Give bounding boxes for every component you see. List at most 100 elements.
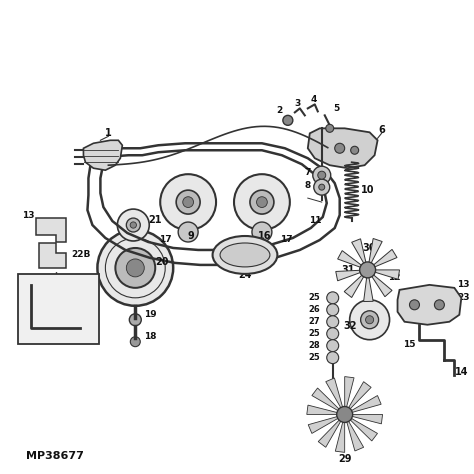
Text: 2: 2 bbox=[277, 106, 283, 115]
Text: 21: 21 bbox=[148, 215, 162, 225]
Circle shape bbox=[318, 171, 326, 179]
Circle shape bbox=[130, 337, 140, 346]
Text: 6: 6 bbox=[378, 125, 385, 135]
Text: 9: 9 bbox=[188, 231, 194, 241]
Polygon shape bbox=[368, 249, 397, 270]
Polygon shape bbox=[368, 270, 392, 297]
Polygon shape bbox=[345, 395, 381, 414]
Circle shape bbox=[335, 143, 345, 153]
Circle shape bbox=[326, 124, 334, 132]
Text: 11: 11 bbox=[310, 216, 322, 225]
Polygon shape bbox=[318, 414, 345, 447]
Circle shape bbox=[234, 174, 290, 230]
Polygon shape bbox=[36, 218, 65, 242]
Circle shape bbox=[434, 300, 445, 310]
Polygon shape bbox=[335, 414, 345, 452]
Text: 29: 29 bbox=[338, 455, 351, 465]
Text: 4: 4 bbox=[310, 95, 317, 104]
Circle shape bbox=[129, 314, 141, 326]
Circle shape bbox=[115, 248, 155, 288]
Polygon shape bbox=[345, 414, 377, 441]
Circle shape bbox=[351, 146, 359, 154]
Polygon shape bbox=[38, 243, 65, 268]
Circle shape bbox=[319, 184, 325, 190]
Polygon shape bbox=[352, 239, 368, 270]
Circle shape bbox=[313, 166, 331, 184]
Circle shape bbox=[337, 407, 353, 422]
Text: 18: 18 bbox=[144, 332, 156, 341]
Polygon shape bbox=[345, 376, 354, 414]
Circle shape bbox=[327, 292, 339, 304]
Text: 32: 32 bbox=[343, 321, 356, 331]
Circle shape bbox=[178, 222, 198, 242]
Text: 17: 17 bbox=[159, 236, 172, 245]
Text: 22A: 22A bbox=[26, 333, 46, 342]
Text: 16: 16 bbox=[258, 231, 272, 241]
Circle shape bbox=[327, 316, 339, 328]
Polygon shape bbox=[326, 378, 345, 414]
Circle shape bbox=[176, 190, 200, 214]
Polygon shape bbox=[344, 270, 368, 298]
Circle shape bbox=[350, 300, 390, 340]
Circle shape bbox=[314, 179, 330, 195]
Polygon shape bbox=[336, 270, 368, 281]
Circle shape bbox=[360, 262, 375, 278]
Circle shape bbox=[98, 230, 173, 306]
Text: 20: 20 bbox=[155, 257, 169, 267]
Text: 10: 10 bbox=[361, 185, 374, 195]
Circle shape bbox=[118, 209, 149, 241]
Text: MP38677: MP38677 bbox=[26, 451, 83, 461]
Ellipse shape bbox=[220, 243, 270, 267]
Circle shape bbox=[361, 311, 379, 329]
Polygon shape bbox=[337, 251, 368, 270]
Circle shape bbox=[327, 340, 339, 352]
Circle shape bbox=[183, 197, 193, 208]
FancyBboxPatch shape bbox=[18, 274, 100, 344]
Polygon shape bbox=[345, 382, 371, 414]
Polygon shape bbox=[345, 414, 364, 451]
Polygon shape bbox=[308, 414, 345, 433]
Circle shape bbox=[256, 197, 267, 208]
Polygon shape bbox=[345, 414, 383, 424]
Circle shape bbox=[127, 259, 144, 277]
Polygon shape bbox=[83, 140, 122, 170]
Polygon shape bbox=[364, 270, 373, 301]
Circle shape bbox=[252, 222, 272, 242]
Text: 25: 25 bbox=[308, 353, 320, 362]
Polygon shape bbox=[312, 388, 345, 414]
Text: 26: 26 bbox=[308, 305, 320, 314]
Text: 25: 25 bbox=[308, 329, 320, 338]
Circle shape bbox=[410, 300, 419, 310]
Circle shape bbox=[130, 222, 137, 228]
Text: 31: 31 bbox=[341, 265, 355, 275]
Text: 30: 30 bbox=[363, 243, 376, 253]
Text: 3: 3 bbox=[295, 99, 301, 108]
Text: 27: 27 bbox=[308, 317, 320, 326]
Text: 13: 13 bbox=[457, 280, 470, 289]
Text: 12: 12 bbox=[388, 273, 401, 283]
Polygon shape bbox=[368, 270, 400, 279]
Text: 23: 23 bbox=[457, 293, 470, 302]
Circle shape bbox=[250, 190, 274, 214]
Polygon shape bbox=[308, 128, 378, 168]
Circle shape bbox=[160, 174, 216, 230]
Text: 22B: 22B bbox=[71, 250, 90, 259]
Text: 1: 1 bbox=[105, 128, 112, 138]
Circle shape bbox=[127, 218, 140, 232]
Circle shape bbox=[327, 328, 339, 340]
Text: 24: 24 bbox=[238, 270, 252, 280]
Polygon shape bbox=[307, 405, 345, 414]
Circle shape bbox=[327, 352, 339, 364]
Text: 15: 15 bbox=[403, 340, 416, 349]
Circle shape bbox=[327, 304, 339, 316]
Ellipse shape bbox=[212, 236, 277, 274]
Text: 25: 25 bbox=[308, 293, 320, 302]
Text: 8: 8 bbox=[305, 181, 311, 190]
Text: 13: 13 bbox=[22, 210, 35, 219]
Text: 14: 14 bbox=[455, 366, 468, 377]
Circle shape bbox=[365, 316, 374, 324]
Text: 17: 17 bbox=[280, 236, 292, 245]
Polygon shape bbox=[368, 238, 382, 270]
Circle shape bbox=[283, 115, 293, 125]
Text: 19: 19 bbox=[144, 310, 156, 319]
